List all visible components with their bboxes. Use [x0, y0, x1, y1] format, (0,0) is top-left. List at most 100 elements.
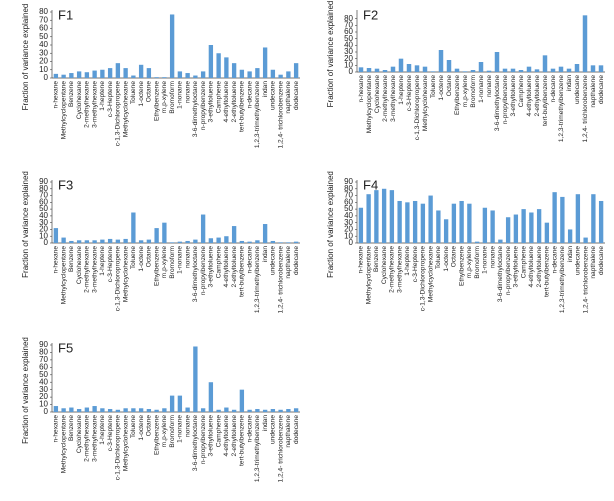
x-tick-label: 1-nonane	[177, 246, 184, 274]
x-tick-label: 2-ethyltoluene	[536, 246, 543, 288]
x-tick-label: 1,2,3-trimethylbenzene	[559, 246, 566, 313]
y-tick-label: 40	[39, 211, 48, 220]
bar	[162, 408, 167, 412]
bar	[467, 203, 472, 243]
bar	[374, 68, 380, 72]
bar	[583, 237, 588, 243]
y-tick-label: 0	[349, 238, 354, 247]
bar	[115, 63, 121, 78]
bar	[542, 55, 548, 72]
x-tick-label: indan	[567, 246, 574, 262]
bar	[552, 192, 557, 243]
bar	[231, 63, 237, 78]
x-tick-label: Camphene	[215, 81, 222, 114]
y-tick-label: 80	[39, 348, 48, 357]
y-tick-label: 30	[39, 48, 48, 57]
x-tick-label: Bromoform	[169, 414, 176, 447]
x-tick-label: 1-heptene	[99, 246, 106, 276]
x-tick-label: tert-butylbenzene	[239, 415, 246, 466]
bar	[247, 71, 252, 78]
x-tick-label: nonane	[489, 246, 496, 268]
x-tick-label: n-decane	[246, 81, 253, 109]
bar	[474, 241, 480, 243]
bar	[92, 240, 97, 243]
bar	[582, 15, 588, 73]
x-tick-label: napthalene	[590, 246, 597, 279]
bar	[69, 240, 74, 243]
bar	[397, 200, 402, 243]
bar	[255, 240, 260, 243]
x-tick-label: n-hexane	[358, 75, 365, 103]
x-tick-label: 1-heptene	[398, 75, 405, 105]
x-tick-label: Ethylbenzene	[153, 81, 160, 121]
bar	[123, 238, 128, 243]
bar	[239, 389, 245, 412]
x-tick-label: 1,2,3-trimethylbenzene	[254, 415, 261, 482]
x-tick-label: 1-octene	[138, 246, 145, 272]
x-tick-label: 1-octene	[438, 75, 445, 101]
x-tick-label: Ethylbenzene	[458, 246, 465, 286]
y-tick-label: 30	[344, 47, 353, 56]
bar	[293, 63, 299, 78]
bar	[513, 214, 519, 243]
bar	[270, 69, 276, 78]
x-tick-label: c-3-Heptene	[107, 81, 114, 118]
bar	[107, 238, 113, 243]
y-tick-label: 70	[39, 191, 48, 200]
bar	[293, 408, 299, 412]
bar	[100, 69, 105, 78]
bar	[247, 241, 252, 243]
x-tick-label: dodecane	[293, 415, 300, 444]
bar	[200, 214, 206, 243]
bar	[498, 239, 503, 243]
x-tick-label: Cyclohexane	[76, 415, 83, 453]
y-tick-label: 90	[39, 340, 48, 349]
x-tick-label: nonane	[184, 81, 191, 103]
bar	[374, 190, 379, 243]
y-tick-label: 70	[344, 20, 353, 29]
y-tick-label: 80	[39, 184, 48, 193]
bar	[544, 222, 550, 243]
x-tick-label: Octane	[446, 75, 453, 97]
bar	[278, 409, 283, 412]
chart-title: F5	[58, 340, 73, 355]
x-tick-label: 3-6-dimethyloctane	[494, 75, 501, 131]
bar	[575, 194, 581, 243]
x-tick-label: Cyclohexane	[76, 246, 83, 284]
bar	[398, 58, 404, 72]
x-tick-label: c-1,3-Dichloropropene	[115, 246, 122, 312]
x-tick-label: Benzene	[68, 81, 75, 107]
x-tick-label: 1-octene	[138, 415, 145, 441]
y-tick-label: 40	[344, 211, 353, 220]
bar	[100, 408, 105, 412]
bar	[224, 407, 229, 412]
x-tick-label: Toluene	[435, 246, 442, 269]
x-tick-label: 1-nonane	[482, 246, 489, 274]
bar	[146, 239, 152, 243]
y-tick-label: 20	[39, 57, 48, 66]
x-tick-label: Toluene	[130, 246, 137, 269]
bar	[162, 77, 167, 78]
x-tick-label: 2-methylhexane	[382, 75, 389, 122]
y-tick-label: 0	[44, 73, 49, 82]
y-tick-label: 90	[39, 177, 48, 186]
x-tick-label: 1,2,4- trichlorobenzene	[582, 246, 589, 314]
bar	[414, 65, 420, 72]
y-tick-label: 60	[39, 24, 48, 33]
bar	[567, 229, 573, 243]
bar	[185, 240, 190, 243]
x-tick-label: 4-ethyltoluene	[223, 81, 230, 123]
y-tick-label: 80	[344, 184, 353, 193]
x-tick-label: undecane	[574, 75, 581, 104]
x-tick-label: 4-ethyltoluene	[528, 246, 535, 288]
y-tick-label: 20	[39, 225, 48, 234]
x-tick-label: 2-methylhexane	[84, 415, 91, 462]
x-tick-label: m,p-xylene	[161, 81, 168, 114]
bar	[278, 242, 283, 243]
x-tick-label: 1,2,4- trichlorobenzene	[277, 246, 284, 314]
x-tick-label: 3-ethyltoluene	[513, 246, 520, 288]
bar	[84, 407, 90, 412]
x-tick-label: 1-octene	[138, 81, 145, 107]
y-tick-label: 50	[39, 370, 48, 379]
y-axis-label: Fraction of variance explained	[21, 337, 30, 444]
